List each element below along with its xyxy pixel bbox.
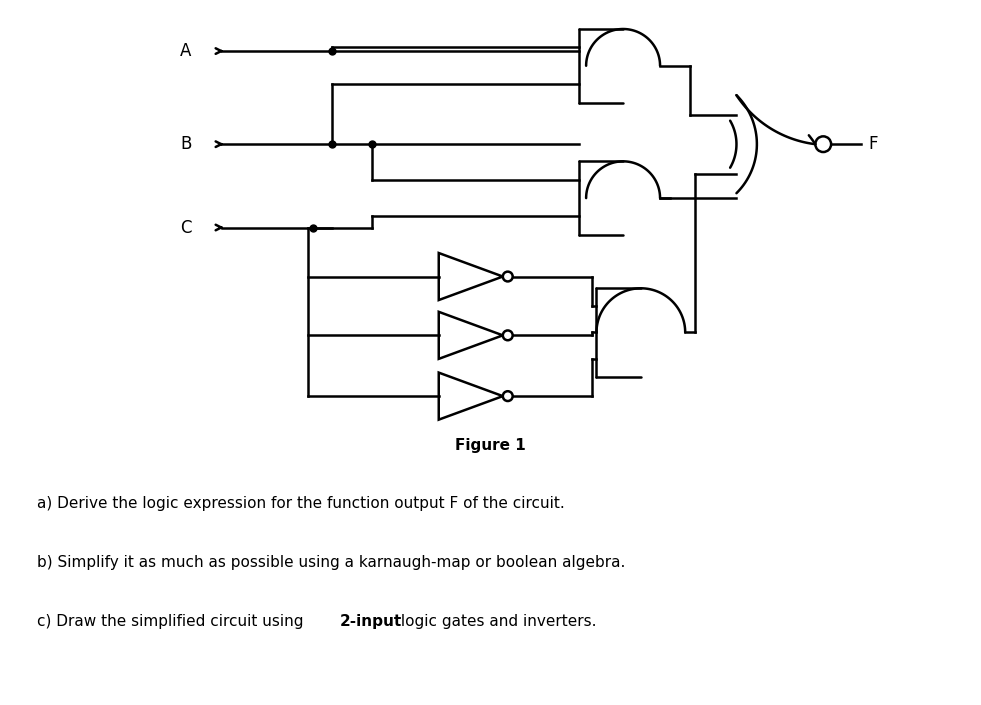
Text: c) Draw the simplified circuit using: c) Draw the simplified circuit using xyxy=(36,614,308,629)
Text: B: B xyxy=(180,135,191,153)
Text: F: F xyxy=(868,135,878,153)
Text: Figure 1: Figure 1 xyxy=(454,438,526,453)
Text: a) Derive the logic expression for the function output F of the circuit.: a) Derive the logic expression for the f… xyxy=(36,496,564,511)
Text: A: A xyxy=(180,42,191,60)
Text: C: C xyxy=(180,219,191,236)
Text: logic gates and inverters.: logic gates and inverters. xyxy=(396,614,596,629)
Text: b) Simplify it as much as possible using a karnaugh-map or boolean algebra.: b) Simplify it as much as possible using… xyxy=(36,556,625,570)
Text: 2-input: 2-input xyxy=(340,614,402,629)
